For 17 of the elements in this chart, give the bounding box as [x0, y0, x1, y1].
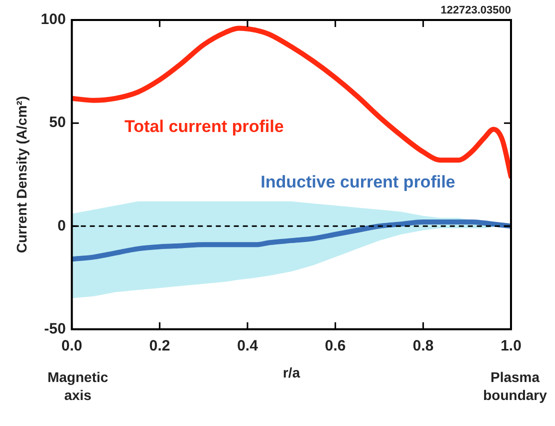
x-tick-label: 1.0	[500, 337, 522, 354]
text: 122723.03500	[440, 4, 511, 17]
y-tick-label: 100	[40, 11, 66, 28]
series-label: Inductive current profile	[260, 172, 456, 192]
x-axis-title: r/a	[282, 364, 300, 380]
y-tick-label: 0	[57, 217, 66, 234]
x-tick-label: 0.8	[412, 337, 434, 354]
text: Magnetic axis	[47, 369, 108, 404]
text: Plasma boundary	[483, 369, 548, 404]
x-tick-label: 0.2	[149, 337, 170, 354]
x-tick-label: 0.6	[324, 337, 346, 354]
y-tick-label: -50	[44, 320, 66, 338]
y-tick-label: 50	[49, 114, 66, 132]
x-tick-label: 0.0	[61, 337, 82, 354]
y-axis-title: Current Density (A/cm²)	[13, 96, 30, 254]
x-tick-label: 0.4	[237, 337, 259, 354]
series-label: Total current profile	[124, 116, 284, 136]
